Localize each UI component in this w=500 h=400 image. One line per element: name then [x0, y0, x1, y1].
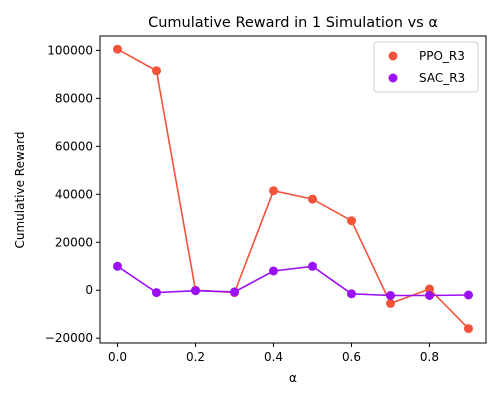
y-axis-label: Cumulative Reward: [13, 132, 27, 249]
axes-frame: [99, 35, 487, 344]
x-tick-label: 0.2: [186, 350, 205, 364]
data-point-sac_r3: [308, 261, 317, 271]
data-point-ppo_r3: [347, 216, 356, 226]
y-tick-label: 60000: [55, 139, 93, 153]
data-point-sac_r3: [425, 291, 434, 300]
legend-label-ppo: PPO_R3: [419, 49, 465, 63]
y-tick-label: −20000: [45, 331, 93, 345]
x-axis-label: α: [289, 371, 297, 385]
series-line-sac_r3: [117, 265, 469, 297]
data-point-ppo_r3: [425, 284, 434, 294]
x-tick-label: 0.8: [420, 350, 439, 364]
x-tick-label: 0.6: [342, 350, 361, 364]
axis-ticks: 0.0 0.2 0.4 0.6 0.8 −20000 0 20000 40000 60000 800…: [45, 43, 439, 364]
chart-title: Cumulative Reward in 1 Simulation vs α: [148, 15, 438, 31]
data-point-sac_r3: [386, 291, 395, 300]
legend-label-sac: SAC_R3: [419, 71, 465, 85]
legend-box: [373, 41, 479, 93]
data-point-ppo_r3: [386, 298, 395, 308]
data-point-ppo_r3: [113, 44, 122, 54]
y-tick-label: 40000: [55, 187, 93, 201]
plot-area: [113, 44, 473, 334]
data-point-sac_r3: [191, 286, 200, 296]
data-point-sac_r3: [464, 290, 473, 300]
y-tick-label: 20000: [55, 235, 93, 249]
y-tick-label: 100000: [47, 43, 93, 57]
x-tick-label: 0.0: [108, 350, 127, 364]
y-tick-label: 80000: [55, 91, 93, 105]
x-tick-label: 0.4: [264, 350, 283, 364]
y-tick-label: 0: [85, 283, 93, 297]
data-point-ppo_r3: [464, 324, 473, 334]
data-point-sac_r3: [152, 288, 161, 298]
data-point-sac_r3: [269, 266, 278, 276]
legend-marker-ppo: [388, 51, 398, 61]
data-point-ppo_r3: [308, 194, 317, 204]
data-point-sac_r3: [230, 287, 239, 297]
data-point-sac_r3: [113, 261, 122, 271]
data-point-ppo_r3: [152, 66, 161, 76]
legend-marker-sac: [388, 73, 398, 83]
legend: PPO_R3 SAC_R3: [373, 41, 479, 93]
data-point-ppo_r3: [269, 186, 278, 196]
data-point-sac_r3: [347, 289, 356, 299]
